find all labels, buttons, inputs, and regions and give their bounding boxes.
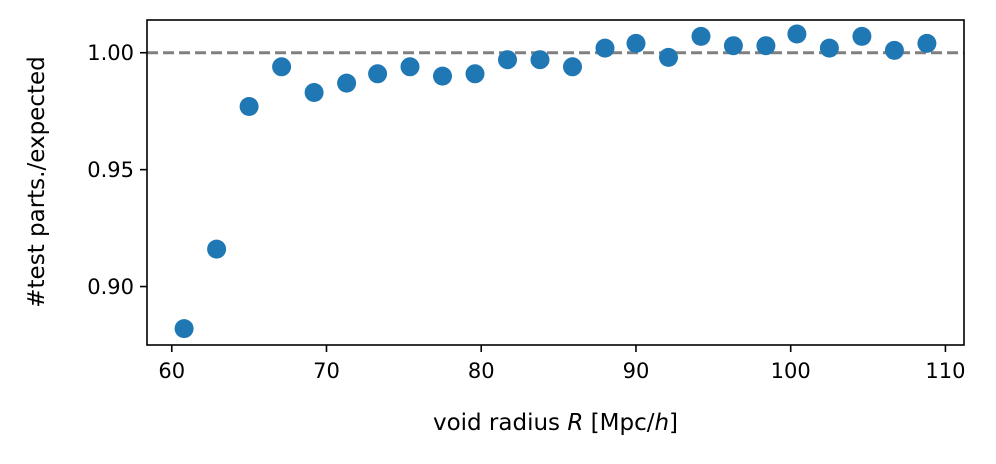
data-points-layer [174, 24, 937, 339]
data-point [723, 36, 743, 56]
data-point [400, 57, 420, 77]
x-axis: 60 70 80 90 100 110 [158, 345, 965, 383]
y-tick-label: 0.90 [87, 275, 134, 299]
x-tick-label: 70 [313, 359, 340, 383]
y-tick-label: 0.95 [87, 158, 134, 182]
data-point [691, 26, 711, 46]
data-point [787, 24, 807, 44]
plot-frame [146, 19, 965, 346]
data-point [207, 239, 227, 259]
data-point [563, 57, 582, 77]
data-point [659, 47, 678, 67]
data-point [239, 97, 259, 116]
data-point [852, 26, 872, 46]
y-tick-label: 1.00 [87, 41, 134, 65]
data-point [272, 57, 292, 77]
x-tick-label: 110 [925, 359, 965, 383]
x-tick-label: 90 [623, 359, 650, 383]
x-axis-label: void radius R [Mpc/h] [433, 410, 678, 436]
data-point [530, 50, 550, 70]
y-axis-label: #test parts./expected [24, 56, 50, 307]
data-point [304, 83, 324, 102]
data-point [756, 36, 776, 56]
data-point [433, 66, 452, 86]
x-tick-label: 60 [158, 359, 185, 383]
data-point [465, 64, 485, 84]
data-point [819, 38, 839, 58]
data-point [498, 50, 517, 70]
data-point [368, 64, 388, 84]
data-point [884, 40, 904, 60]
data-point [337, 73, 357, 93]
x-tick-label: 100 [771, 359, 811, 383]
y-axis: 0.90 0.95 1.00 [87, 41, 147, 299]
data-point [917, 33, 937, 53]
data-point [174, 319, 194, 339]
plot-background [147, 20, 964, 345]
x-tick-label: 80 [468, 359, 495, 383]
data-point [595, 38, 615, 58]
data-point [626, 33, 646, 53]
